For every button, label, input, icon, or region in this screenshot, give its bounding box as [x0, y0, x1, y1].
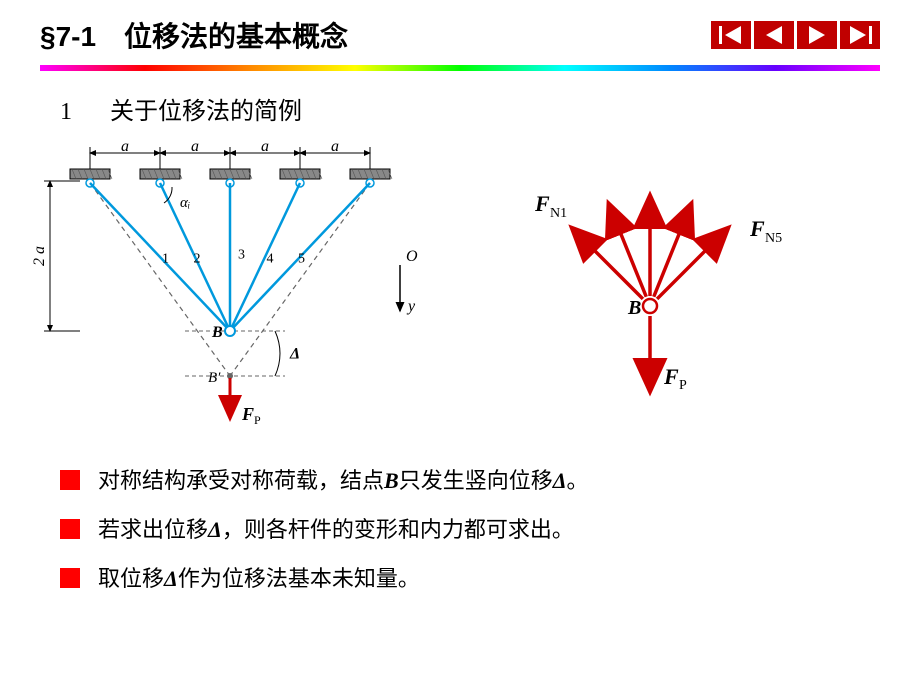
svg-text:αᵢ: αᵢ — [180, 195, 190, 211]
svg-text:a: a — [261, 141, 269, 155]
bullet-square-icon — [60, 568, 80, 588]
bullet-square-icon — [60, 470, 80, 490]
svg-text:3: 3 — [238, 247, 245, 262]
svg-text:B′: B′ — [208, 370, 221, 386]
nav-first-icon — [719, 26, 743, 44]
svg-text:F: F — [663, 364, 679, 389]
rainbow-divider — [40, 65, 880, 71]
bullet-text: 若求出位移Δ，则各杆件的变形和内力都可求出。 — [98, 515, 574, 546]
svg-text:a: a — [191, 141, 199, 155]
svg-text:Δ: Δ — [289, 346, 300, 363]
freebody-diagram: FN1FN5BFP — [480, 141, 820, 436]
svg-text:a: a — [121, 141, 129, 155]
structure-diagram: a a a a 2 a 1 2 3 4 5 αᵢ B B′ Δ FP Oy — [30, 141, 440, 436]
svg-text:2: 2 — [194, 251, 201, 266]
bullet-list: 对称结构承受对称荷载，结点B只发生竖向位移Δ。 若求出位移Δ，则各杆件的变形和内… — [0, 436, 920, 594]
svg-text:P: P — [254, 413, 261, 427]
svg-text:F: F — [241, 404, 254, 424]
bullet-item: 取位移Δ作为位移法基本未知量。 — [60, 564, 860, 595]
svg-text:y: y — [406, 298, 416, 315]
nav-prev-icon — [762, 26, 786, 44]
svg-text:O: O — [406, 248, 418, 265]
subtitle-num: 1 — [60, 99, 110, 126]
nav-next-button[interactable] — [797, 21, 837, 49]
page-title: §7-1 位移法的基本概念 — [40, 15, 348, 55]
bullet-item: 对称结构承受对称荷载，结点B只发生竖向位移Δ。 — [60, 466, 860, 497]
bullet-text: 对称结构承受对称荷载，结点B只发生竖向位移Δ。 — [98, 466, 589, 497]
nav-button-group — [711, 21, 880, 49]
svg-text:B: B — [211, 324, 223, 341]
svg-text:P: P — [679, 378, 687, 393]
svg-text:N1: N1 — [550, 206, 567, 221]
svg-text:5: 5 — [298, 251, 305, 266]
svg-text:4: 4 — [267, 251, 274, 266]
nav-last-button[interactable] — [840, 21, 880, 49]
section-subtitle: 1关于位移法的简例 — [60, 91, 920, 126]
nav-next-icon — [805, 26, 829, 44]
nav-last-icon — [848, 26, 872, 44]
nav-prev-button[interactable] — [754, 21, 794, 49]
svg-text:F: F — [749, 216, 765, 241]
svg-text:2 a: 2 a — [31, 246, 48, 266]
svg-text:B: B — [627, 297, 641, 319]
svg-text:F: F — [534, 191, 550, 216]
bullet-text: 取位移Δ作为位移法基本未知量。 — [98, 564, 420, 595]
bullet-square-icon — [60, 519, 80, 539]
svg-text:N5: N5 — [765, 231, 782, 246]
nav-first-button[interactable] — [711, 21, 751, 49]
bullet-item: 若求出位移Δ，则各杆件的变形和内力都可求出。 — [60, 515, 860, 546]
svg-text:1: 1 — [162, 251, 169, 266]
subtitle-text: 关于位移法的简例 — [110, 99, 302, 125]
svg-text:a: a — [331, 141, 339, 155]
